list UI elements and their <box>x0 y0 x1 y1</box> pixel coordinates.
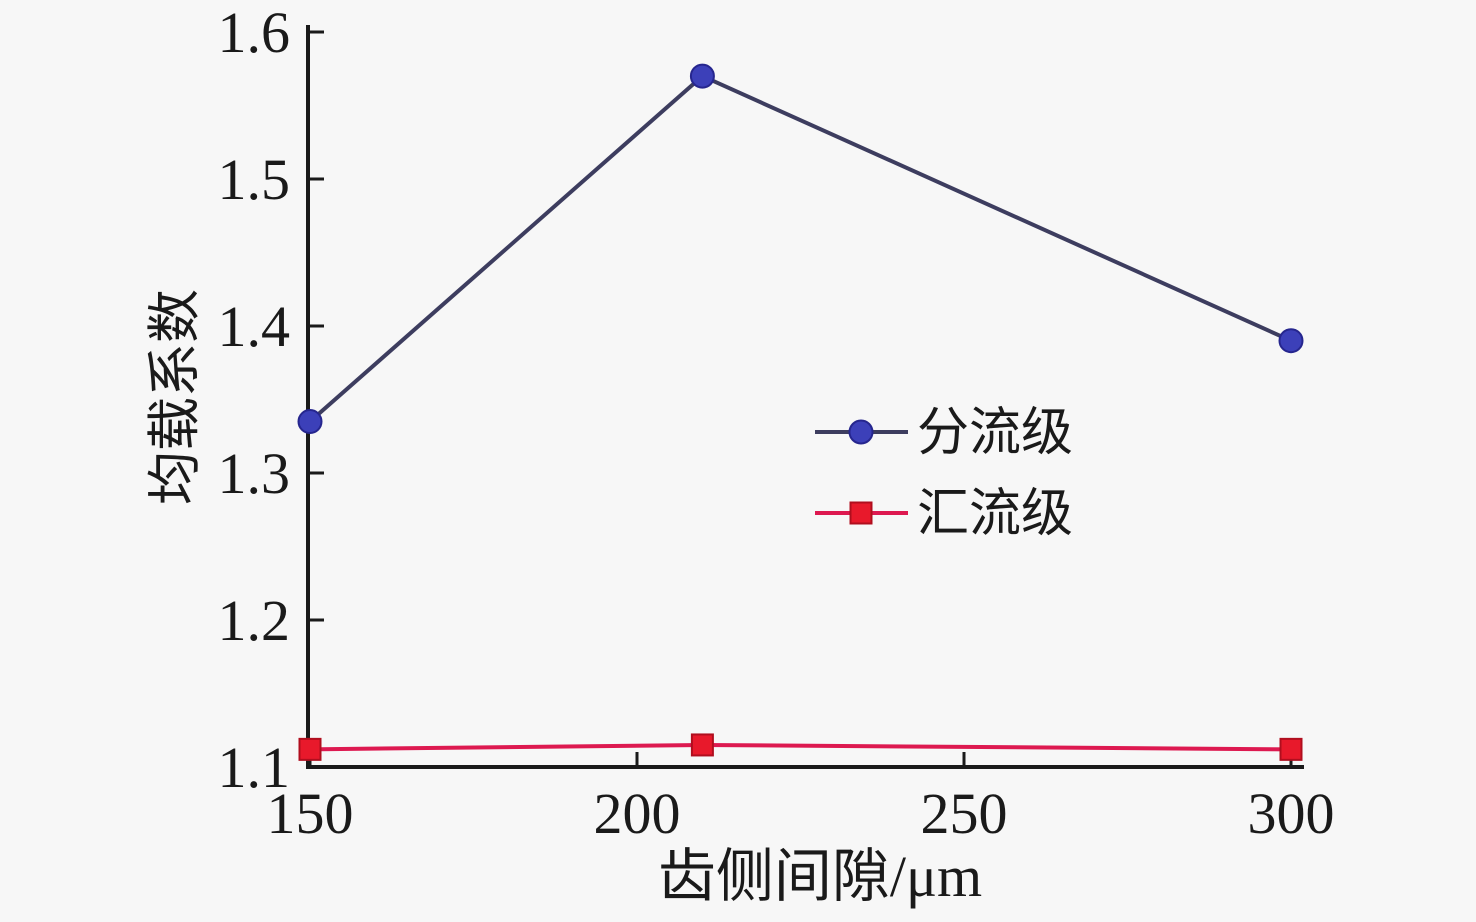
data-point-circle <box>1278 328 1304 354</box>
data-point-square <box>298 737 322 761</box>
x-tick-label: 200 <box>594 781 681 846</box>
data-point-square <box>690 733 714 757</box>
y-tick-label: 1.6 <box>218 0 291 65</box>
series-split-stage <box>297 63 1304 435</box>
legend-item-split-stage: 分流级 <box>815 405 1073 462</box>
legend-marker-circle-icon <box>848 419 874 445</box>
x-axis-title: 齿侧间隙/μm <box>658 844 982 909</box>
series-confluence-stage <box>298 733 1303 761</box>
y-tick-label: 1.5 <box>218 147 291 212</box>
x-tick-label: 250 <box>921 781 1008 846</box>
legend-item-confluence-stage: 汇流级 <box>815 486 1073 543</box>
legend-label-confluence-stage: 汇流级 <box>917 486 1073 543</box>
plot-area: 1.1 1.2 1.3 1.4 1.5 1.6 150 200 250 300 <box>218 0 1335 846</box>
data-point-circle <box>689 63 715 89</box>
legend-label-split-stage: 分流级 <box>917 405 1073 462</box>
x-tick-label: 300 <box>1248 781 1335 846</box>
x-tick-label: 150 <box>267 781 354 846</box>
legend-marker-square-icon <box>849 501 873 525</box>
series-line-split-stage <box>308 73 1292 424</box>
data-point-square <box>1279 737 1303 761</box>
y-axis-title: 均载系数 <box>145 289 205 505</box>
series-line-confluence-stage <box>309 742 1292 752</box>
y-tick-label: 1.2 <box>218 588 291 653</box>
y-tick-label: 1.4 <box>218 294 291 359</box>
y-tick-label: 1.3 <box>218 441 291 506</box>
data-point-circle <box>297 409 323 435</box>
y-tick-label: 1.1 <box>218 735 291 800</box>
